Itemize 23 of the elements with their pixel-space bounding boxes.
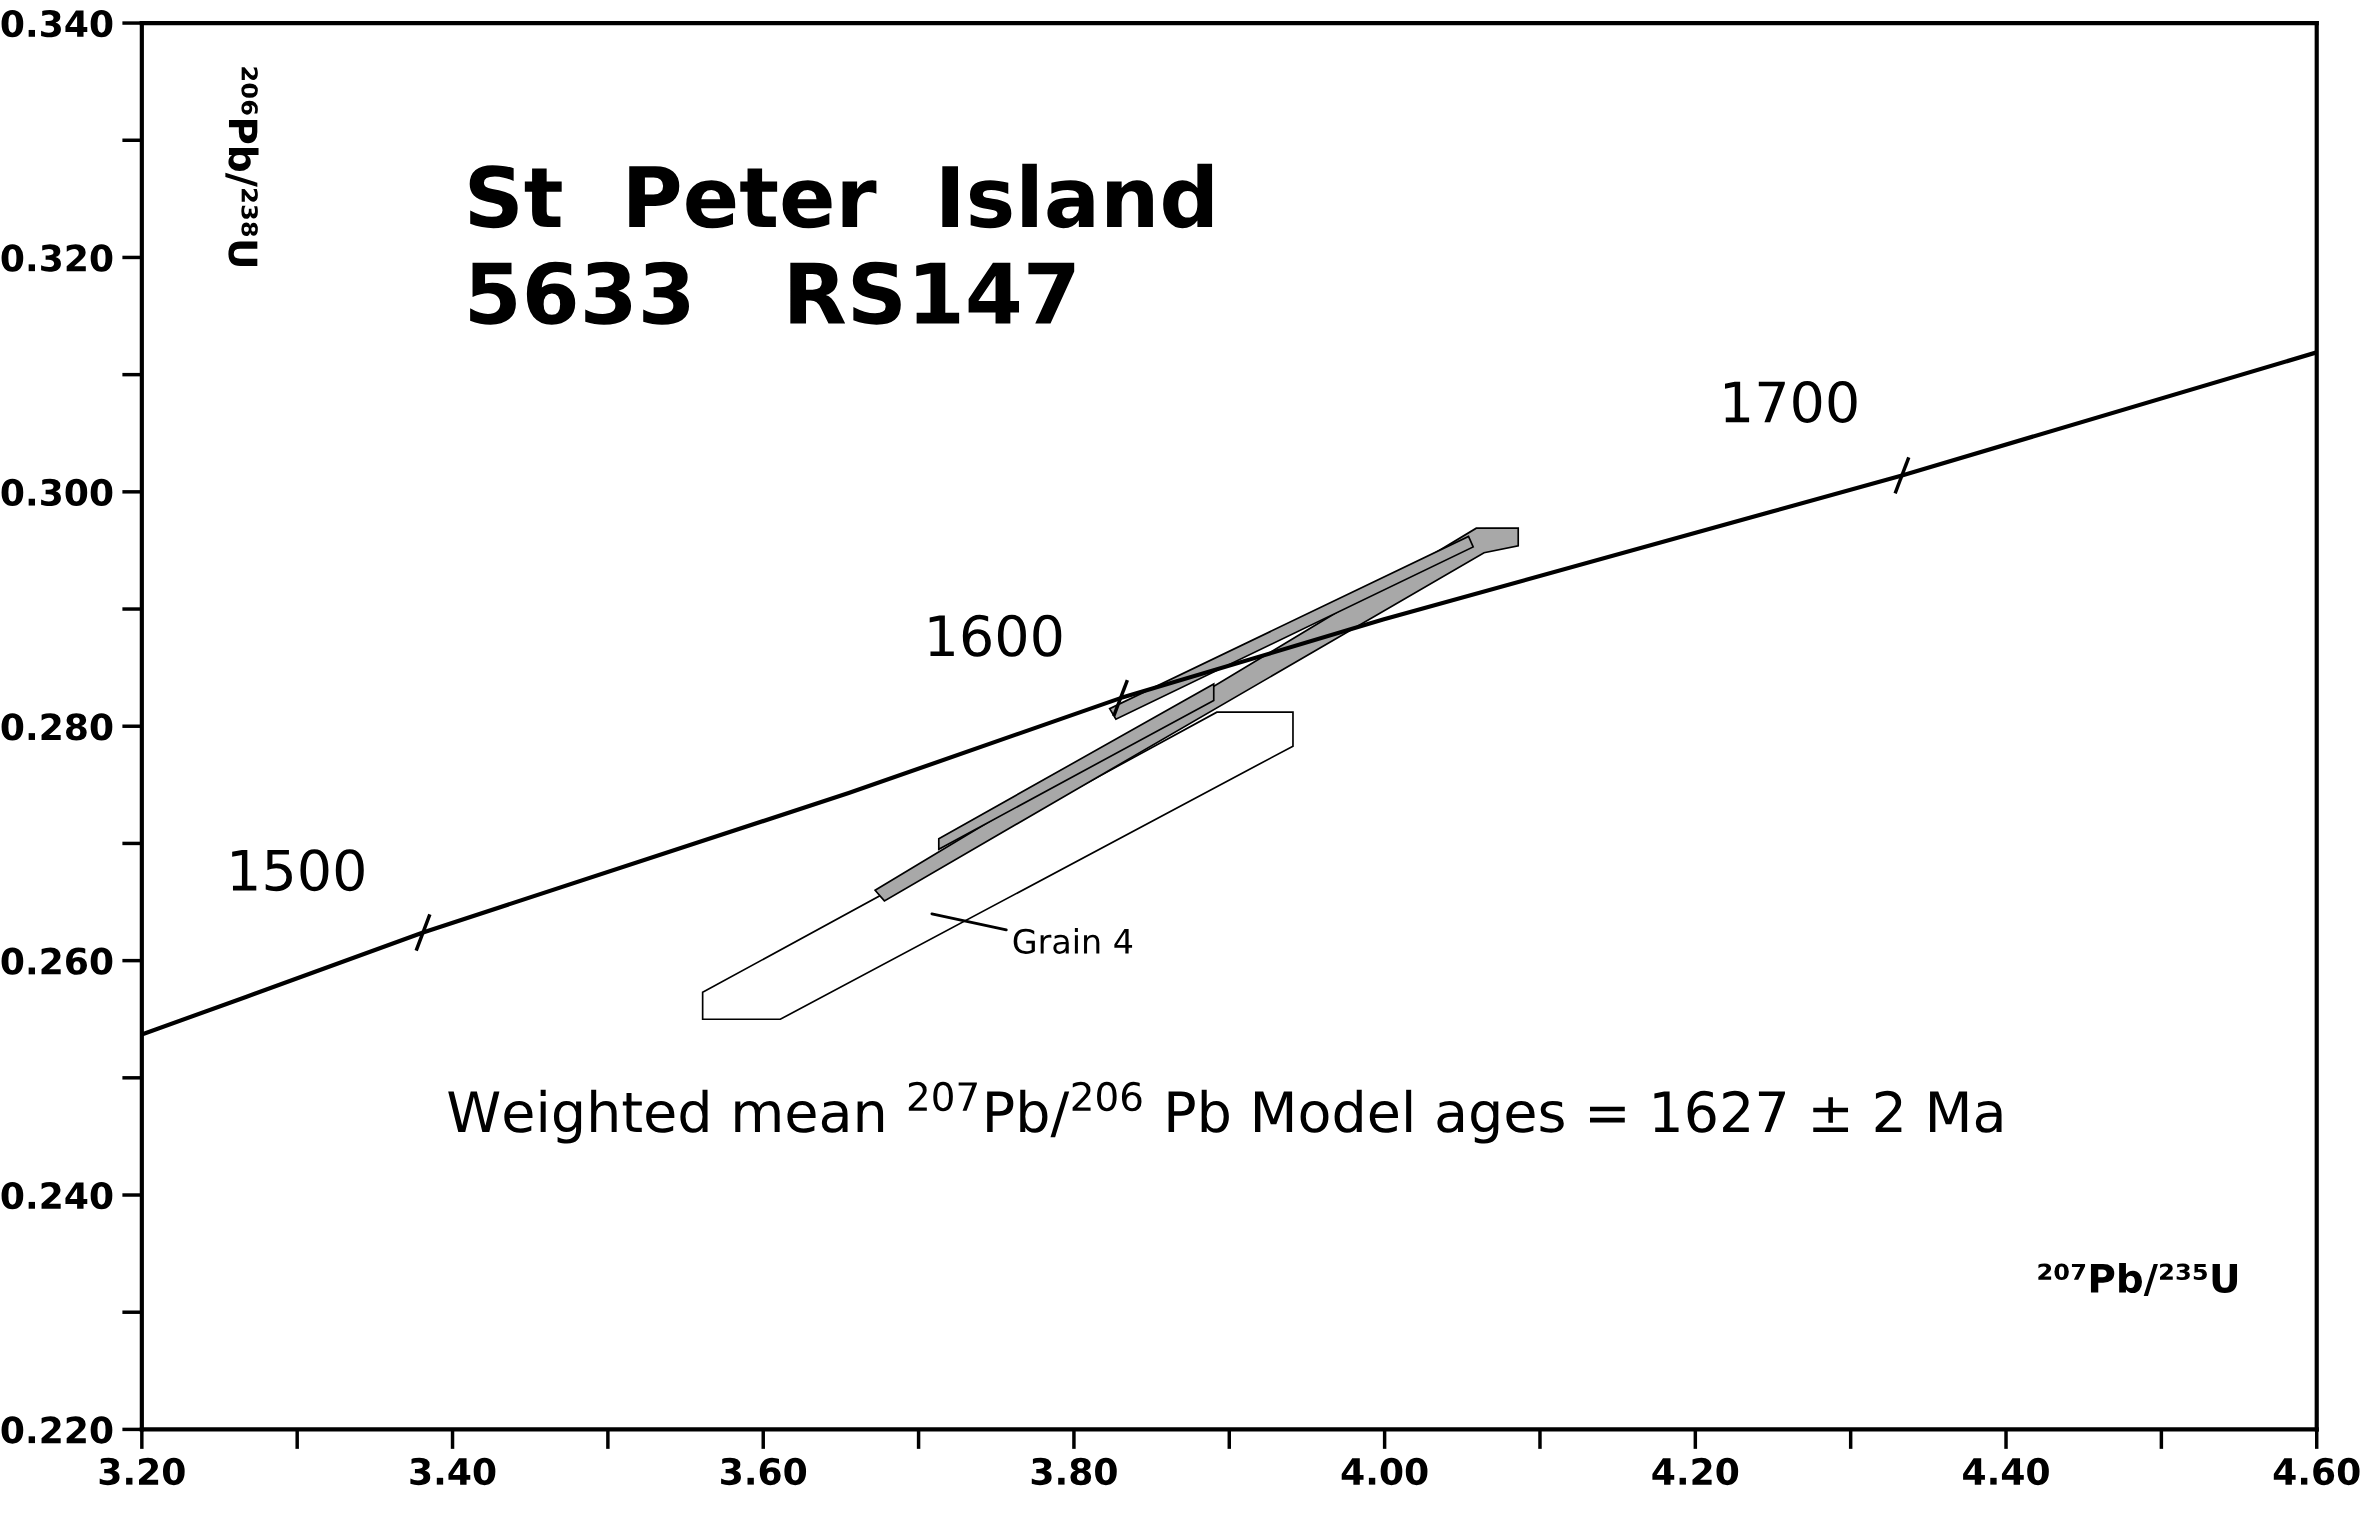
x-tick-label: 3.40 [410,1457,496,1486]
text: St Peter Island 5633 RS147 [469,163,1213,325]
annotation: Grain 4 [1013,928,1133,954]
x-tick-label: 3.80 [1031,1457,1117,1486]
annotation: 1700 [1724,380,1857,423]
y-tick-label: 0.280 [1,713,113,741]
y-tick-label: 0.220 [1,1416,113,1444]
x-tick-label: 4.00 [1341,1457,1428,1486]
x-tick-label: 4.20 [1652,1457,1739,1486]
y-tick-label: 0.240 [1,1181,113,1210]
x-axis-title: ²⁰⁷Pb/²³⁵U [2038,1262,2238,1297]
y-tick-label: 0.300 [1,478,113,507]
x-tick-label: 4.60 [2273,1457,2360,1486]
x-tick-label: 4.40 [1963,1457,2049,1486]
x-tick-label: 3.60 [721,1457,807,1486]
annotation: 1500 [232,849,364,892]
y-axis-title: ²⁰⁶Pb/²³⁸U [225,67,259,266]
y-tick-label: 0.320 [1,244,113,272]
annotation: 1600 [929,614,1062,657]
x-tick-label: 3.20 [99,1457,185,1486]
y-tick-label: 0.340 [1,9,113,38]
y-tick-label: 0.260 [1,947,113,975]
annotation: Weighted mean $^{207}$Pb/$^{206}$ Pb Model ages = 1627 ± 2 Ma [448,1081,2002,1144]
